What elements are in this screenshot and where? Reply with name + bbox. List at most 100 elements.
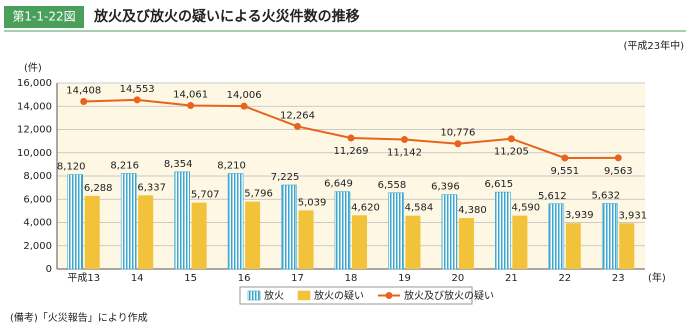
data-label: 4,620 bbox=[351, 202, 380, 213]
line-point bbox=[80, 98, 88, 106]
data-label: 5,612 bbox=[538, 191, 567, 202]
bar bbox=[601, 203, 618, 270]
y-unit: (件) bbox=[24, 62, 42, 74]
line-point bbox=[507, 135, 515, 143]
bar bbox=[227, 173, 244, 270]
y-tick-label: 2,000 bbox=[23, 241, 52, 252]
x-tick-label: 16 bbox=[238, 273, 251, 284]
x-tick-label: 平成13 bbox=[67, 272, 100, 284]
bar bbox=[191, 202, 207, 269]
legend-label: 放火及び放火の疑い bbox=[404, 289, 494, 302]
data-label: 8,216 bbox=[110, 160, 139, 171]
data-label: 4,380 bbox=[458, 205, 487, 216]
line-point bbox=[347, 134, 355, 142]
data-label: 14,061 bbox=[173, 90, 208, 101]
x-tick-label: 14 bbox=[131, 273, 144, 284]
subtitle: (平成23年中) bbox=[623, 39, 684, 52]
x-tick-label: 18 bbox=[345, 273, 358, 284]
line-point bbox=[187, 102, 195, 110]
data-label: 5,632 bbox=[591, 191, 620, 202]
bar bbox=[120, 173, 137, 270]
data-label: 8,120 bbox=[57, 162, 86, 173]
chart-title: 放火及び放火の疑いによる火災件数の推移 bbox=[93, 8, 360, 25]
data-label: 6,558 bbox=[378, 180, 407, 191]
x-tick-label: 17 bbox=[291, 273, 304, 284]
x-tick-label: 23 bbox=[612, 273, 625, 284]
x-tick-label: 15 bbox=[184, 273, 197, 284]
legend-swatch bbox=[297, 290, 311, 301]
data-label: 11,269 bbox=[334, 146, 369, 157]
data-label: 6,649 bbox=[324, 179, 353, 190]
bar bbox=[441, 194, 458, 270]
line-point bbox=[400, 135, 408, 143]
y-tick-label: 10,000 bbox=[17, 148, 52, 159]
bar bbox=[565, 223, 581, 269]
x-tick-label: 22 bbox=[558, 273, 571, 284]
data-label: 3,939 bbox=[565, 210, 594, 221]
data-label: 5,796 bbox=[244, 189, 273, 200]
x-tick-label: 20 bbox=[452, 273, 465, 284]
data-label: 5,039 bbox=[298, 197, 327, 208]
line-point bbox=[614, 154, 622, 162]
bar bbox=[405, 215, 421, 269]
y-tick-label: 4,000 bbox=[23, 218, 52, 229]
data-label: 6,396 bbox=[431, 182, 460, 193]
data-label: 6,288 bbox=[84, 183, 113, 194]
data-label: 14,553 bbox=[120, 84, 155, 95]
bar bbox=[334, 191, 351, 270]
source-note: (備考)「火災報告」により作成 bbox=[10, 311, 148, 324]
bar bbox=[352, 215, 367, 269]
data-label: 4,584 bbox=[405, 203, 434, 214]
line-point bbox=[294, 122, 302, 130]
bar bbox=[548, 203, 565, 270]
data-label: 11,142 bbox=[387, 147, 422, 158]
y-tick-label: 14,000 bbox=[17, 101, 52, 112]
x-unit: (年) bbox=[648, 271, 666, 284]
data-label: 6,615 bbox=[485, 179, 514, 190]
legend-label: 放火 bbox=[264, 289, 284, 302]
legend-swatch bbox=[247, 290, 261, 301]
data-label: 4,590 bbox=[512, 203, 541, 214]
bar bbox=[458, 218, 474, 269]
y-tick-label: 16,000 bbox=[17, 78, 52, 89]
x-tick-label: 21 bbox=[505, 273, 518, 284]
bar bbox=[67, 174, 84, 270]
data-label: 14,408 bbox=[66, 86, 101, 97]
data-label: 6,337 bbox=[137, 182, 166, 193]
line-point bbox=[454, 140, 462, 148]
x-tick-label: 19 bbox=[398, 273, 411, 284]
data-label: 8,354 bbox=[164, 159, 193, 170]
data-label: 9,551 bbox=[550, 166, 579, 177]
bar bbox=[245, 201, 261, 269]
data-label: 11,205 bbox=[494, 147, 529, 158]
legend-label: 放火の疑い bbox=[314, 289, 364, 302]
bar bbox=[619, 223, 635, 269]
line-point bbox=[133, 96, 141, 104]
y-tick-label: 6,000 bbox=[23, 194, 52, 205]
bar bbox=[84, 195, 100, 269]
data-label: 8,210 bbox=[217, 161, 246, 172]
data-label: 12,264 bbox=[280, 110, 315, 121]
bar bbox=[298, 210, 314, 269]
figure-label-box bbox=[4, 6, 84, 28]
bar bbox=[281, 184, 297, 270]
y-tick-label: 0 bbox=[46, 264, 52, 275]
data-label: 7,225 bbox=[271, 172, 300, 183]
line-point bbox=[561, 154, 569, 162]
legend-swatch bbox=[385, 292, 393, 299]
bar bbox=[138, 195, 154, 269]
bar bbox=[388, 192, 404, 270]
bar bbox=[174, 171, 190, 270]
data-label: 9,563 bbox=[604, 166, 633, 177]
y-tick-label: 8,000 bbox=[23, 171, 52, 182]
bar bbox=[495, 191, 511, 270]
bar bbox=[512, 215, 528, 269]
figure-label: 第1-1-22図 bbox=[12, 10, 75, 24]
data-label: 3,931 bbox=[618, 210, 647, 221]
data-label: 5,707 bbox=[191, 190, 220, 201]
y-tick-label: 12,000 bbox=[17, 125, 52, 136]
data-label: 14,006 bbox=[227, 90, 262, 101]
data-label: 10,776 bbox=[440, 128, 475, 139]
line-point bbox=[240, 102, 248, 110]
